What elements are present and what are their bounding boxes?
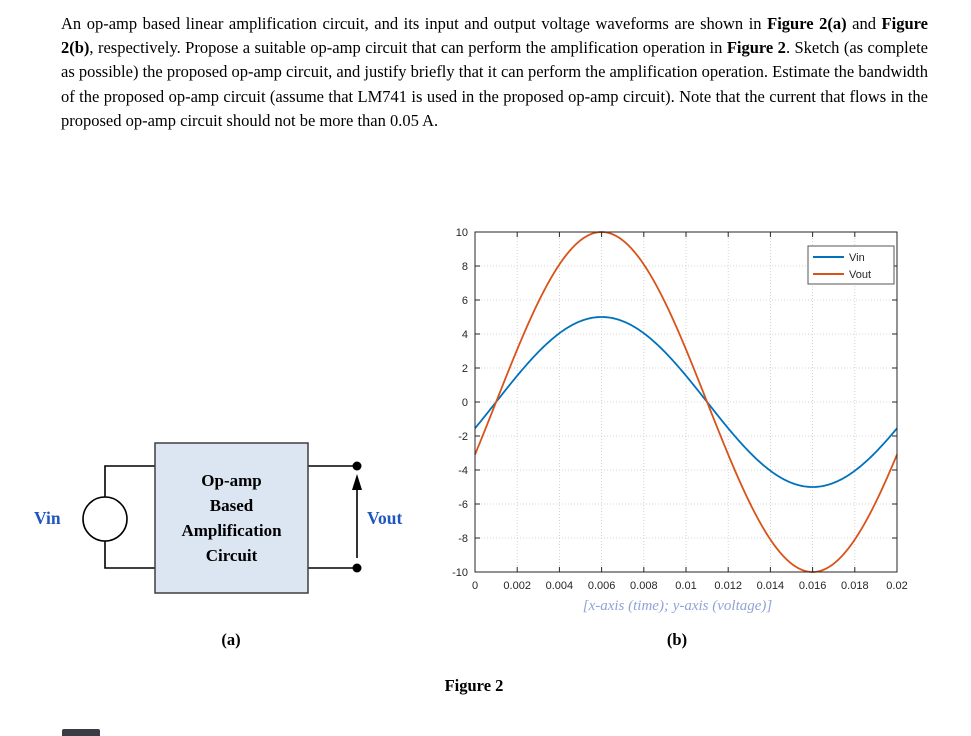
problem-text-segment: and [846,14,882,33]
series-line-vin [474,316,898,488]
output-terminal-top [352,461,362,471]
problem-text-segment: . Sketch (as complete as possible) the p… [61,38,928,130]
y-tick-label: -8 [458,533,468,545]
x-tick-label: 0 [472,580,478,592]
x-tick-label: 0.004 [546,580,574,592]
amplifier-block-label-line4: Circuit [205,546,258,565]
vout-arrow-head [352,474,362,490]
x-tick-label: 0.002 [503,580,531,592]
vout-label: Vout [367,508,403,528]
figure-2-reference: Figure 2 [726,38,786,58]
subfigure-a-caption: (a) [221,630,241,649]
voltage-source-symbol [82,496,128,542]
y-tick-label: -4 [458,465,468,477]
wire-input-bottom [104,541,155,569]
legend-label-vout: Vout [849,269,871,281]
problem-statement: An op-amp based linear amplification cir… [61,12,928,133]
y-tick-label: 6 [462,295,468,307]
problem-text-segment: , respectively. Propose a suitable op-am… [89,38,727,58]
amplifier-block-label-line1: Op-amp [201,471,262,490]
x-tick-label: 0.006 [588,580,616,592]
y-tick-label: 10 [456,227,468,239]
figure-caption: Figure 2 [444,676,504,695]
x-tick-label: 0.018 [841,580,869,592]
wire-input-top [104,465,155,497]
x-tick-label: 0.02 [886,580,907,592]
problem-text-segment: An op-amp based linear amplification cir… [61,14,768,33]
amplifier-block-label-line2: Based [209,496,254,515]
figure-2b-reference: Figure 2(b) [61,14,928,58]
amplifier-block [154,442,309,594]
x-tick-label: 0.01 [675,580,696,592]
waveform-chart: 0 0.002 0.004 0.006 0.008 0.01 0.012 0.014 0.016… [452,227,908,592]
y-tick-label: 4 [462,329,468,341]
vin-label: Vin [34,508,61,528]
legend-box [807,245,895,285]
x-tick-label: 0.008 [630,580,658,592]
subfigure-b-caption: (b) [666,630,688,649]
cropped-element-artifact [62,729,100,736]
axis-note: [x-axis (time); y-axis (voltage)] [582,598,773,614]
legend-label-vin: Vin [849,252,865,264]
figure-2a-reference: Figure 2(a) [767,14,847,33]
x-tick-label: 0.014 [757,580,785,592]
y-tick-label: -2 [458,431,468,443]
y-tick-label: -10 [452,567,468,579]
circuit-block-diagram [82,442,362,594]
y-tick-label: -6 [458,499,468,511]
x-tick-label: 0.016 [799,580,827,592]
y-tick-label: 0 [462,397,468,409]
output-terminal-bottom [352,563,362,573]
y-tick-label: 8 [462,261,468,273]
y-tick-label: 2 [462,363,468,375]
series-line-vout [474,231,898,573]
x-tick-label: 0.012 [714,580,742,592]
amplifier-block-label-line3: Amplification [181,521,282,540]
amplifier-block-label: Op-amp Based Amplification Circuit [155,443,308,593]
